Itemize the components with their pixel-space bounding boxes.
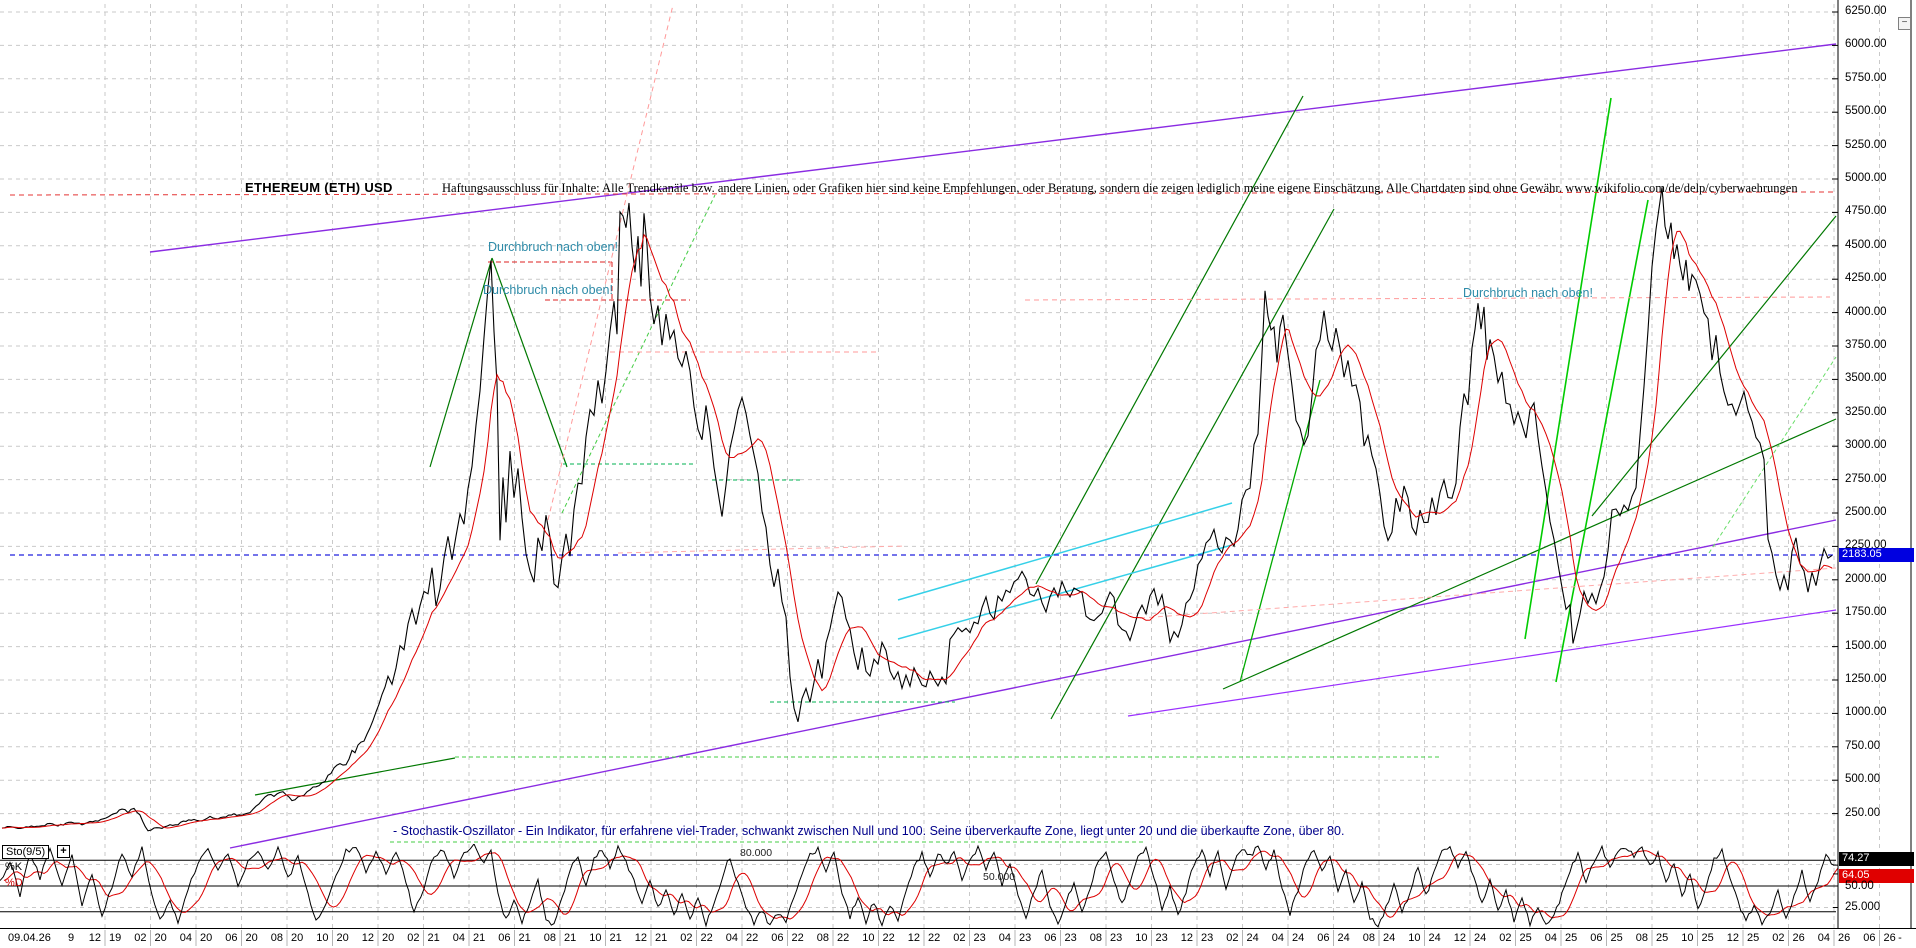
- time-axis-label: 06 20: [225, 932, 258, 944]
- price-axis-label: 5250.00: [1845, 138, 1887, 151]
- price-axis-label: 750.00: [1845, 739, 1881, 752]
- moving-average-series: [1, 230, 1833, 829]
- time-axis-label: 08 23: [1089, 932, 1123, 944]
- sto-axis-25-label: 25.000: [1845, 901, 1881, 913]
- time-axis-label: 06 21: [498, 932, 531, 944]
- sto-d-value-badge: 64.05: [1839, 868, 1914, 883]
- time-axis-label: 04 26: [1817, 932, 1851, 944]
- time-axis-label: 02 21: [407, 932, 440, 944]
- time-axis-label: 06 24: [1317, 932, 1350, 944]
- price-axis-label: 1750.00: [1845, 606, 1887, 619]
- time-axis-label: 02 24: [1226, 932, 1259, 944]
- trend-lines: [9, 4, 1837, 849]
- annotation-breakout-1: Durchbruch nach oben!: [488, 240, 618, 254]
- time-axis-label: 04 24: [1271, 932, 1305, 944]
- time-axis-label: 12 21: [634, 932, 668, 944]
- price-axis-label: 3750.00: [1845, 339, 1887, 351]
- price-axis-label: 500.00: [1845, 773, 1881, 786]
- price-axis-label: 2750.00: [1845, 472, 1887, 485]
- disclaimer-text: Haftungsausschluss für Inhalte: Alle Tre…: [442, 181, 1798, 195]
- price-axis-label: 5500.00: [1845, 105, 1887, 118]
- time-axis-label: 06 25: [1590, 932, 1623, 944]
- price-axis-label: 6000.00: [1845, 38, 1887, 51]
- time-axis-label: -: [1898, 932, 1902, 944]
- add-indicator-button[interactable]: +: [57, 845, 70, 858]
- price-axis-label: 1500.00: [1845, 639, 1887, 652]
- time-axis-label: 12 19: [88, 932, 122, 944]
- time-axis-label: 02 22: [680, 932, 713, 944]
- time-axis-label: 02 26: [1772, 932, 1805, 944]
- sto-level-80-label: 80.000: [740, 847, 773, 859]
- annotation-breakout-2: Durchbruch nach oben!: [483, 283, 613, 297]
- collapse-pane-button[interactable]: −: [1898, 17, 1911, 30]
- stochastic-group: [0, 844, 1838, 928]
- stochastic-description: - Stochastik-Oszillator - Ein Indikator,…: [393, 824, 1345, 838]
- price-axis-label: 4750.00: [1845, 205, 1887, 218]
- time-axis-label: 08 21: [543, 932, 577, 944]
- sto-d-series: [3, 850, 1838, 920]
- time-axis-label: 08 25: [1635, 932, 1669, 944]
- time-axis-label: 12 23: [1180, 932, 1214, 944]
- time-axis-label: 09.04.26: [8, 932, 51, 944]
- time-axis-label: 04 21: [452, 932, 486, 944]
- time-axis-label: 04 23: [998, 932, 1032, 944]
- time-axis-label: 02 23: [953, 932, 986, 944]
- time-axis-label: 08 22: [816, 932, 850, 944]
- gridlines: [0, 4, 1880, 928]
- time-axis-label: 04 25: [1544, 932, 1578, 944]
- price-axis-label: 4500.00: [1845, 238, 1887, 251]
- price-axis-label: 2250.00: [1845, 539, 1887, 552]
- price-axis-label: 3250.00: [1845, 405, 1887, 418]
- time-axis-label: 06 26: [1863, 932, 1896, 944]
- price-axis-label: 1250.00: [1845, 673, 1887, 685]
- sto-axis-50-label: 50.00: [1845, 880, 1874, 892]
- price-axis-label: 4250.00: [1845, 272, 1887, 285]
- time-axis-label: 12 24: [1453, 932, 1487, 944]
- price-axis-label: 2500.00: [1845, 506, 1887, 518]
- price-axis-label: 3000.00: [1845, 439, 1887, 452]
- sto-level-50-label: 50.000: [983, 871, 1016, 883]
- time-axis-label: 10 24: [1408, 932, 1441, 944]
- stochastic-indicator-button[interactable]: Sto(9/5): [2, 845, 50, 859]
- price-axis-label: 1000.00: [1845, 706, 1887, 719]
- time-axis-label: 10 21: [589, 932, 622, 944]
- price-series-group: [1, 187, 1833, 832]
- percent-d-label: %D: [5, 877, 23, 889]
- sto-k-value-badge: 74.27: [1839, 852, 1914, 867]
- time-axis-label: 12 25: [1726, 932, 1760, 944]
- time-axis-label: 10 23: [1135, 932, 1168, 944]
- time-axis-label: 04 20: [179, 932, 213, 944]
- time-axis-label: 10 20: [316, 932, 349, 944]
- price-series: [1, 187, 1833, 832]
- time-axis-label: 10 22: [862, 932, 895, 944]
- chart-title: ETHEREUM (ETH) USD: [245, 180, 393, 195]
- price-axis-label: 3500.00: [1845, 372, 1887, 385]
- current-price-badge: 2183.05: [1839, 548, 1914, 563]
- price-axis-label: 2000.00: [1845, 572, 1887, 585]
- time-axis-label: 08 24: [1362, 932, 1396, 944]
- time-axis-label: 12 22: [907, 932, 941, 944]
- annotation-breakout-3: Durchbruch nach oben!: [1463, 286, 1593, 300]
- price-axis-label: 250.00: [1845, 806, 1881, 819]
- price-axis-label: 4000.00: [1845, 305, 1887, 318]
- time-axis-label: 02 20: [134, 932, 167, 944]
- price-axis-label: 5000.00: [1845, 172, 1887, 184]
- price-axis-label: 6250.00: [1845, 5, 1887, 17]
- time-axis-label: 04 22: [725, 932, 759, 944]
- time-axis-label: 10 25: [1681, 932, 1714, 944]
- time-axis-label: 06 23: [1044, 932, 1077, 944]
- time-axis-label: 06 22: [771, 932, 804, 944]
- time-axis-label: 9: [68, 932, 75, 944]
- time-axis-label: 12 20: [361, 932, 395, 944]
- time-axis-label: 02 25: [1499, 932, 1532, 944]
- time-axis-label: 08 20: [270, 932, 304, 944]
- percent-k-label: %K: [5, 861, 23, 873]
- sto-k-series: [0, 844, 1835, 928]
- price-axis-label: 5750.00: [1845, 71, 1887, 84]
